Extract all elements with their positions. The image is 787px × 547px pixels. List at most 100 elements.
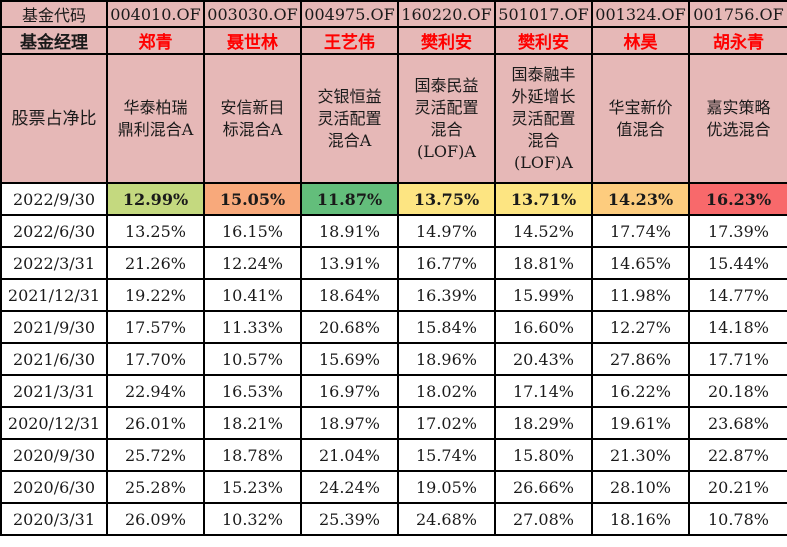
fund-manager-cell[interactable]: 樊利安	[494, 26, 593, 55]
fund-manager-cell[interactable]: 樊利安	[397, 26, 496, 55]
date-cell[interactable]: 2021/9/30	[0, 310, 108, 344]
fund-name-cell[interactable]: 华泰柏瑞 鼎利混合A	[106, 53, 205, 184]
fund-code-cell[interactable]: 001324.OF	[591, 0, 690, 28]
fund-code-label[interactable]: 基金代码	[0, 0, 108, 28]
value-cell[interactable]: 18.29%	[494, 406, 593, 440]
value-cell[interactable]: 26.09%	[106, 502, 205, 536]
value-cell[interactable]: 13.75%	[397, 182, 496, 216]
value-cell[interactable]: 15.69%	[300, 342, 399, 376]
value-cell[interactable]: 17.71%	[688, 342, 787, 376]
value-cell[interactable]: 20.18%	[688, 374, 787, 408]
value-cell[interactable]: 16.97%	[300, 374, 399, 408]
value-cell[interactable]: 18.91%	[300, 214, 399, 248]
value-cell[interactable]: 23.68%	[688, 406, 787, 440]
value-cell[interactable]: 18.97%	[300, 406, 399, 440]
value-cell[interactable]: 28.10%	[591, 470, 690, 504]
value-cell[interactable]: 18.64%	[300, 278, 399, 312]
value-cell[interactable]: 13.71%	[494, 182, 593, 216]
value-cell[interactable]: 14.23%	[591, 182, 690, 216]
fund-manager-cell[interactable]: 王艺伟	[300, 26, 399, 55]
stock-ratio-label[interactable]: 股票占净比	[0, 53, 108, 184]
fund-name-cell[interactable]: 华宝新价 值混合	[591, 53, 690, 184]
value-cell[interactable]: 11.98%	[591, 278, 690, 312]
value-cell[interactable]: 22.87%	[688, 438, 787, 472]
fund-code-cell[interactable]: 004975.OF	[300, 0, 399, 28]
date-cell[interactable]: 2020/3/31	[0, 502, 108, 536]
value-cell[interactable]: 19.22%	[106, 278, 205, 312]
value-cell[interactable]: 24.24%	[300, 470, 399, 504]
value-cell[interactable]: 21.26%	[106, 246, 205, 280]
value-cell[interactable]: 10.78%	[688, 502, 787, 536]
value-cell[interactable]: 25.39%	[300, 502, 399, 536]
value-cell[interactable]: 14.97%	[397, 214, 496, 248]
value-cell[interactable]: 15.99%	[494, 278, 593, 312]
value-cell[interactable]: 17.70%	[106, 342, 205, 376]
value-cell[interactable]: 13.25%	[106, 214, 205, 248]
value-cell[interactable]: 11.33%	[203, 310, 302, 344]
value-cell[interactable]: 18.02%	[397, 374, 496, 408]
value-cell[interactable]: 16.15%	[203, 214, 302, 248]
value-cell[interactable]: 22.94%	[106, 374, 205, 408]
value-cell[interactable]: 17.14%	[494, 374, 593, 408]
fund-code-cell[interactable]: 501017.OF	[494, 0, 593, 28]
value-cell[interactable]: 15.23%	[203, 470, 302, 504]
fund-manager-cell[interactable]: 林昊	[591, 26, 690, 55]
value-cell[interactable]: 16.22%	[591, 374, 690, 408]
value-cell[interactable]: 20.68%	[300, 310, 399, 344]
value-cell[interactable]: 15.84%	[397, 310, 496, 344]
value-cell[interactable]: 18.96%	[397, 342, 496, 376]
fund-name-cell[interactable]: 国泰民益 灵活配置 混合 (LOF)A	[397, 53, 496, 184]
fund-code-cell[interactable]: 160220.OF	[397, 0, 496, 28]
value-cell[interactable]: 20.21%	[688, 470, 787, 504]
value-cell[interactable]: 14.65%	[591, 246, 690, 280]
fund-name-cell[interactable]: 国泰融丰 外延增长 灵活配置 混合 (LOF)A	[494, 53, 593, 184]
value-cell[interactable]: 20.43%	[494, 342, 593, 376]
value-cell[interactable]: 17.02%	[397, 406, 496, 440]
value-cell[interactable]: 16.60%	[494, 310, 593, 344]
value-cell[interactable]: 16.39%	[397, 278, 496, 312]
date-cell[interactable]: 2021/3/31	[0, 374, 108, 408]
value-cell[interactable]: 17.57%	[106, 310, 205, 344]
fund-manager-cell[interactable]: 郑青	[106, 26, 205, 55]
value-cell[interactable]: 18.81%	[494, 246, 593, 280]
date-cell[interactable]: 2022/3/31	[0, 246, 108, 280]
fund-code-cell[interactable]: 004010.OF	[106, 0, 205, 28]
value-cell[interactable]: 27.08%	[494, 502, 593, 536]
value-cell[interactable]: 18.78%	[203, 438, 302, 472]
value-cell[interactable]: 16.23%	[688, 182, 787, 216]
value-cell[interactable]: 17.39%	[688, 214, 787, 248]
value-cell[interactable]: 25.72%	[106, 438, 205, 472]
date-cell[interactable]: 2020/6/30	[0, 470, 108, 504]
fund-name-cell[interactable]: 安信新目 标混合A	[203, 53, 302, 184]
date-cell[interactable]: 2022/6/30	[0, 214, 108, 248]
value-cell[interactable]: 26.66%	[494, 470, 593, 504]
fund-code-cell[interactable]: 003030.OF	[203, 0, 302, 28]
date-cell[interactable]: 2022/9/30	[0, 182, 108, 216]
value-cell[interactable]: 14.18%	[688, 310, 787, 344]
value-cell[interactable]: 12.99%	[106, 182, 205, 216]
value-cell[interactable]: 15.74%	[397, 438, 496, 472]
value-cell[interactable]: 12.27%	[591, 310, 690, 344]
value-cell[interactable]: 18.21%	[203, 406, 302, 440]
value-cell[interactable]: 19.61%	[591, 406, 690, 440]
value-cell[interactable]: 17.74%	[591, 214, 690, 248]
date-cell[interactable]: 2021/6/30	[0, 342, 108, 376]
value-cell[interactable]: 10.32%	[203, 502, 302, 536]
value-cell[interactable]: 13.91%	[300, 246, 399, 280]
value-cell[interactable]: 26.01%	[106, 406, 205, 440]
date-cell[interactable]: 2021/12/31	[0, 278, 108, 312]
value-cell[interactable]: 27.86%	[591, 342, 690, 376]
value-cell[interactable]: 19.05%	[397, 470, 496, 504]
value-cell[interactable]: 21.30%	[591, 438, 690, 472]
value-cell[interactable]: 21.04%	[300, 438, 399, 472]
date-cell[interactable]: 2020/12/31	[0, 406, 108, 440]
value-cell[interactable]: 10.41%	[203, 278, 302, 312]
value-cell[interactable]: 10.57%	[203, 342, 302, 376]
value-cell[interactable]: 25.28%	[106, 470, 205, 504]
value-cell[interactable]: 15.44%	[688, 246, 787, 280]
date-cell[interactable]: 2020/9/30	[0, 438, 108, 472]
value-cell[interactable]: 16.53%	[203, 374, 302, 408]
value-cell[interactable]: 14.77%	[688, 278, 787, 312]
fund-name-cell[interactable]: 嘉实策略 优选混合	[688, 53, 787, 184]
fund-code-cell[interactable]: 001756.OF	[688, 0, 787, 28]
